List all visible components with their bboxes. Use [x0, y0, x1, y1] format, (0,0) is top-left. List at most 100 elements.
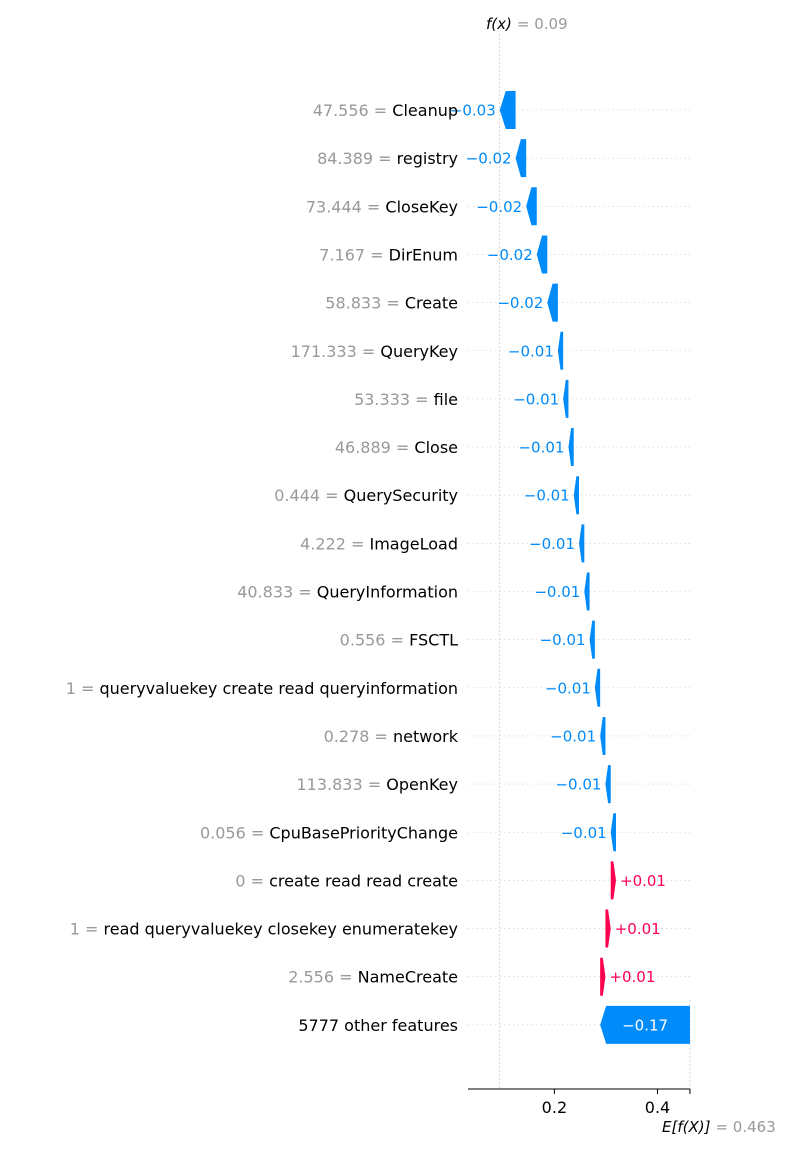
feature-label: 0.444 = QuerySecurity: [274, 486, 458, 505]
fx-label: f(x): [486, 15, 512, 33]
feature-value: 0.556 =: [340, 631, 409, 650]
waterfall-bar: [600, 716, 606, 755]
feature-value: 0.278 =: [324, 727, 393, 746]
waterfall-bar: [499, 91, 516, 129]
waterfall-bar: [557, 331, 564, 370]
feature-value: 4.222 =: [300, 534, 369, 553]
feature-name: Close: [414, 438, 458, 457]
feature-name: network: [393, 727, 459, 746]
waterfall-bar: [579, 524, 585, 563]
feature-name: FSCTL: [409, 631, 458, 650]
feature-value: 1 =: [66, 679, 100, 698]
feature-label: 2.556 = NameCreate: [288, 968, 458, 987]
feature-label: 7.167 = DirEnum: [319, 245, 458, 264]
feature-label: 1 = queryvaluekey create read queryinfor…: [66, 679, 458, 698]
feature-name: file: [434, 390, 458, 409]
feature-value: 0.056 =: [200, 823, 269, 842]
feature-value: 47.556 =: [313, 101, 393, 120]
waterfall-bar: [584, 572, 590, 611]
contribution-label: −0.01: [529, 535, 575, 553]
waterfall-bar: [605, 765, 611, 804]
waterfall-bar: [515, 139, 527, 178]
waterfall-bar: [573, 476, 580, 515]
feature-name: QueryKey: [380, 342, 458, 361]
waterfall-bar: [589, 620, 595, 659]
contribution-label: −0.01: [545, 679, 591, 697]
fx-value: = 0.09: [517, 15, 568, 33]
feature-name: queryvaluekey create read queryinformati…: [99, 679, 458, 698]
waterfall-bar: [547, 283, 558, 322]
contribution-label: −0.01: [518, 439, 564, 457]
contribution-label: +0.01: [620, 872, 666, 890]
feature-name: OpenKey: [386, 775, 458, 794]
contribution-label: −0.17: [622, 1016, 668, 1034]
waterfall-bar: [605, 909, 611, 948]
contribution-label: −0.02: [497, 294, 543, 312]
waterfall-bar: [526, 187, 537, 226]
contribution-label: −0.01: [508, 342, 554, 360]
feature-value: 2.556 =: [288, 968, 357, 987]
feature-value: 73.444 =: [306, 197, 386, 216]
feature-value: 171.333 =: [291, 342, 381, 361]
feature-label: 4.222 = ImageLoad: [300, 534, 458, 553]
feature-value: 58.833 =: [325, 294, 405, 313]
x-tick-label: 0.2: [542, 1098, 567, 1117]
feature-value: 1 =: [70, 920, 104, 939]
efx-label: E[f(X)]: [662, 1118, 711, 1136]
feature-name: registry: [397, 149, 458, 168]
contribution-label: +0.01: [609, 968, 655, 986]
feature-name: CpuBasePriorityChange: [269, 823, 458, 842]
feature-label: 5777 other features: [298, 1016, 458, 1035]
waterfall-bar: [563, 379, 569, 418]
feature-label: 47.556 = Cleanup: [313, 101, 458, 120]
feature-name: QuerySecurity: [344, 486, 458, 505]
feature-value: 0 =: [235, 871, 269, 890]
waterfall-bar: [536, 235, 548, 274]
contribution-label: −0.01: [524, 487, 570, 505]
feature-value: 46.889 =: [335, 438, 415, 457]
feature-label: 0.056 = CpuBasePriorityChange: [200, 823, 458, 842]
feature-label: 0.556 = FSCTL: [340, 631, 458, 650]
contribution-label: +0.01: [615, 920, 661, 938]
feature-name: CloseKey: [385, 197, 458, 216]
contribution-label: −0.01: [534, 583, 580, 601]
feature-value: 7.167 =: [319, 245, 388, 264]
feature-name: 5777 other features: [298, 1016, 458, 1035]
feature-name: Create: [405, 294, 458, 313]
feature-label: 0.278 = network: [324, 727, 459, 746]
feature-name: ImageLoad: [370, 534, 459, 553]
feature-name: read queryvaluekey closekey enumeratekey: [104, 920, 458, 939]
contribution-label: −0.01: [513, 390, 559, 408]
contribution-label: −0.01: [561, 824, 607, 842]
waterfall-bar: [610, 861, 617, 900]
efx-value: = 0.463: [715, 1118, 775, 1136]
waterfall-bar: [610, 813, 617, 852]
feature-label: 53.333 = file: [354, 390, 458, 409]
feature-value: 113.833 =: [297, 775, 387, 794]
waterfall-bar: [600, 1005, 690, 1044]
feature-name: DirEnum: [389, 245, 458, 264]
feature-name: QueryInformation: [317, 583, 458, 602]
feature-label: 0 = create read read create: [235, 871, 458, 890]
feature-value: 53.333 =: [354, 390, 434, 409]
feature-label: 84.389 = registry: [317, 149, 458, 168]
feature-value: 0.444 =: [274, 486, 343, 505]
feature-name: NameCreate: [358, 968, 458, 987]
contribution-label: −0.01: [555, 776, 601, 794]
feature-label: 46.889 = Close: [335, 438, 458, 457]
x-tick-label: 0.4: [645, 1098, 670, 1117]
feature-label: 58.833 = Create: [325, 294, 458, 313]
waterfall-bar: [594, 668, 601, 707]
contribution-label: −0.03: [450, 102, 496, 120]
contribution-label: −0.02: [466, 150, 512, 168]
feature-label: 171.333 = QueryKey: [291, 342, 458, 361]
contribution-label: −0.02: [476, 198, 522, 216]
feature-label: 73.444 = CloseKey: [306, 197, 458, 216]
feature-label: 113.833 = OpenKey: [297, 775, 459, 794]
efx-annotation: E[f(X)] = 0.463: [662, 1118, 776, 1136]
waterfall-bar: [600, 957, 606, 996]
feature-label: 1 = read queryvaluekey closekey enumerat…: [70, 920, 458, 939]
feature-value: 84.389 =: [317, 149, 397, 168]
feature-name: Cleanup: [392, 101, 458, 120]
